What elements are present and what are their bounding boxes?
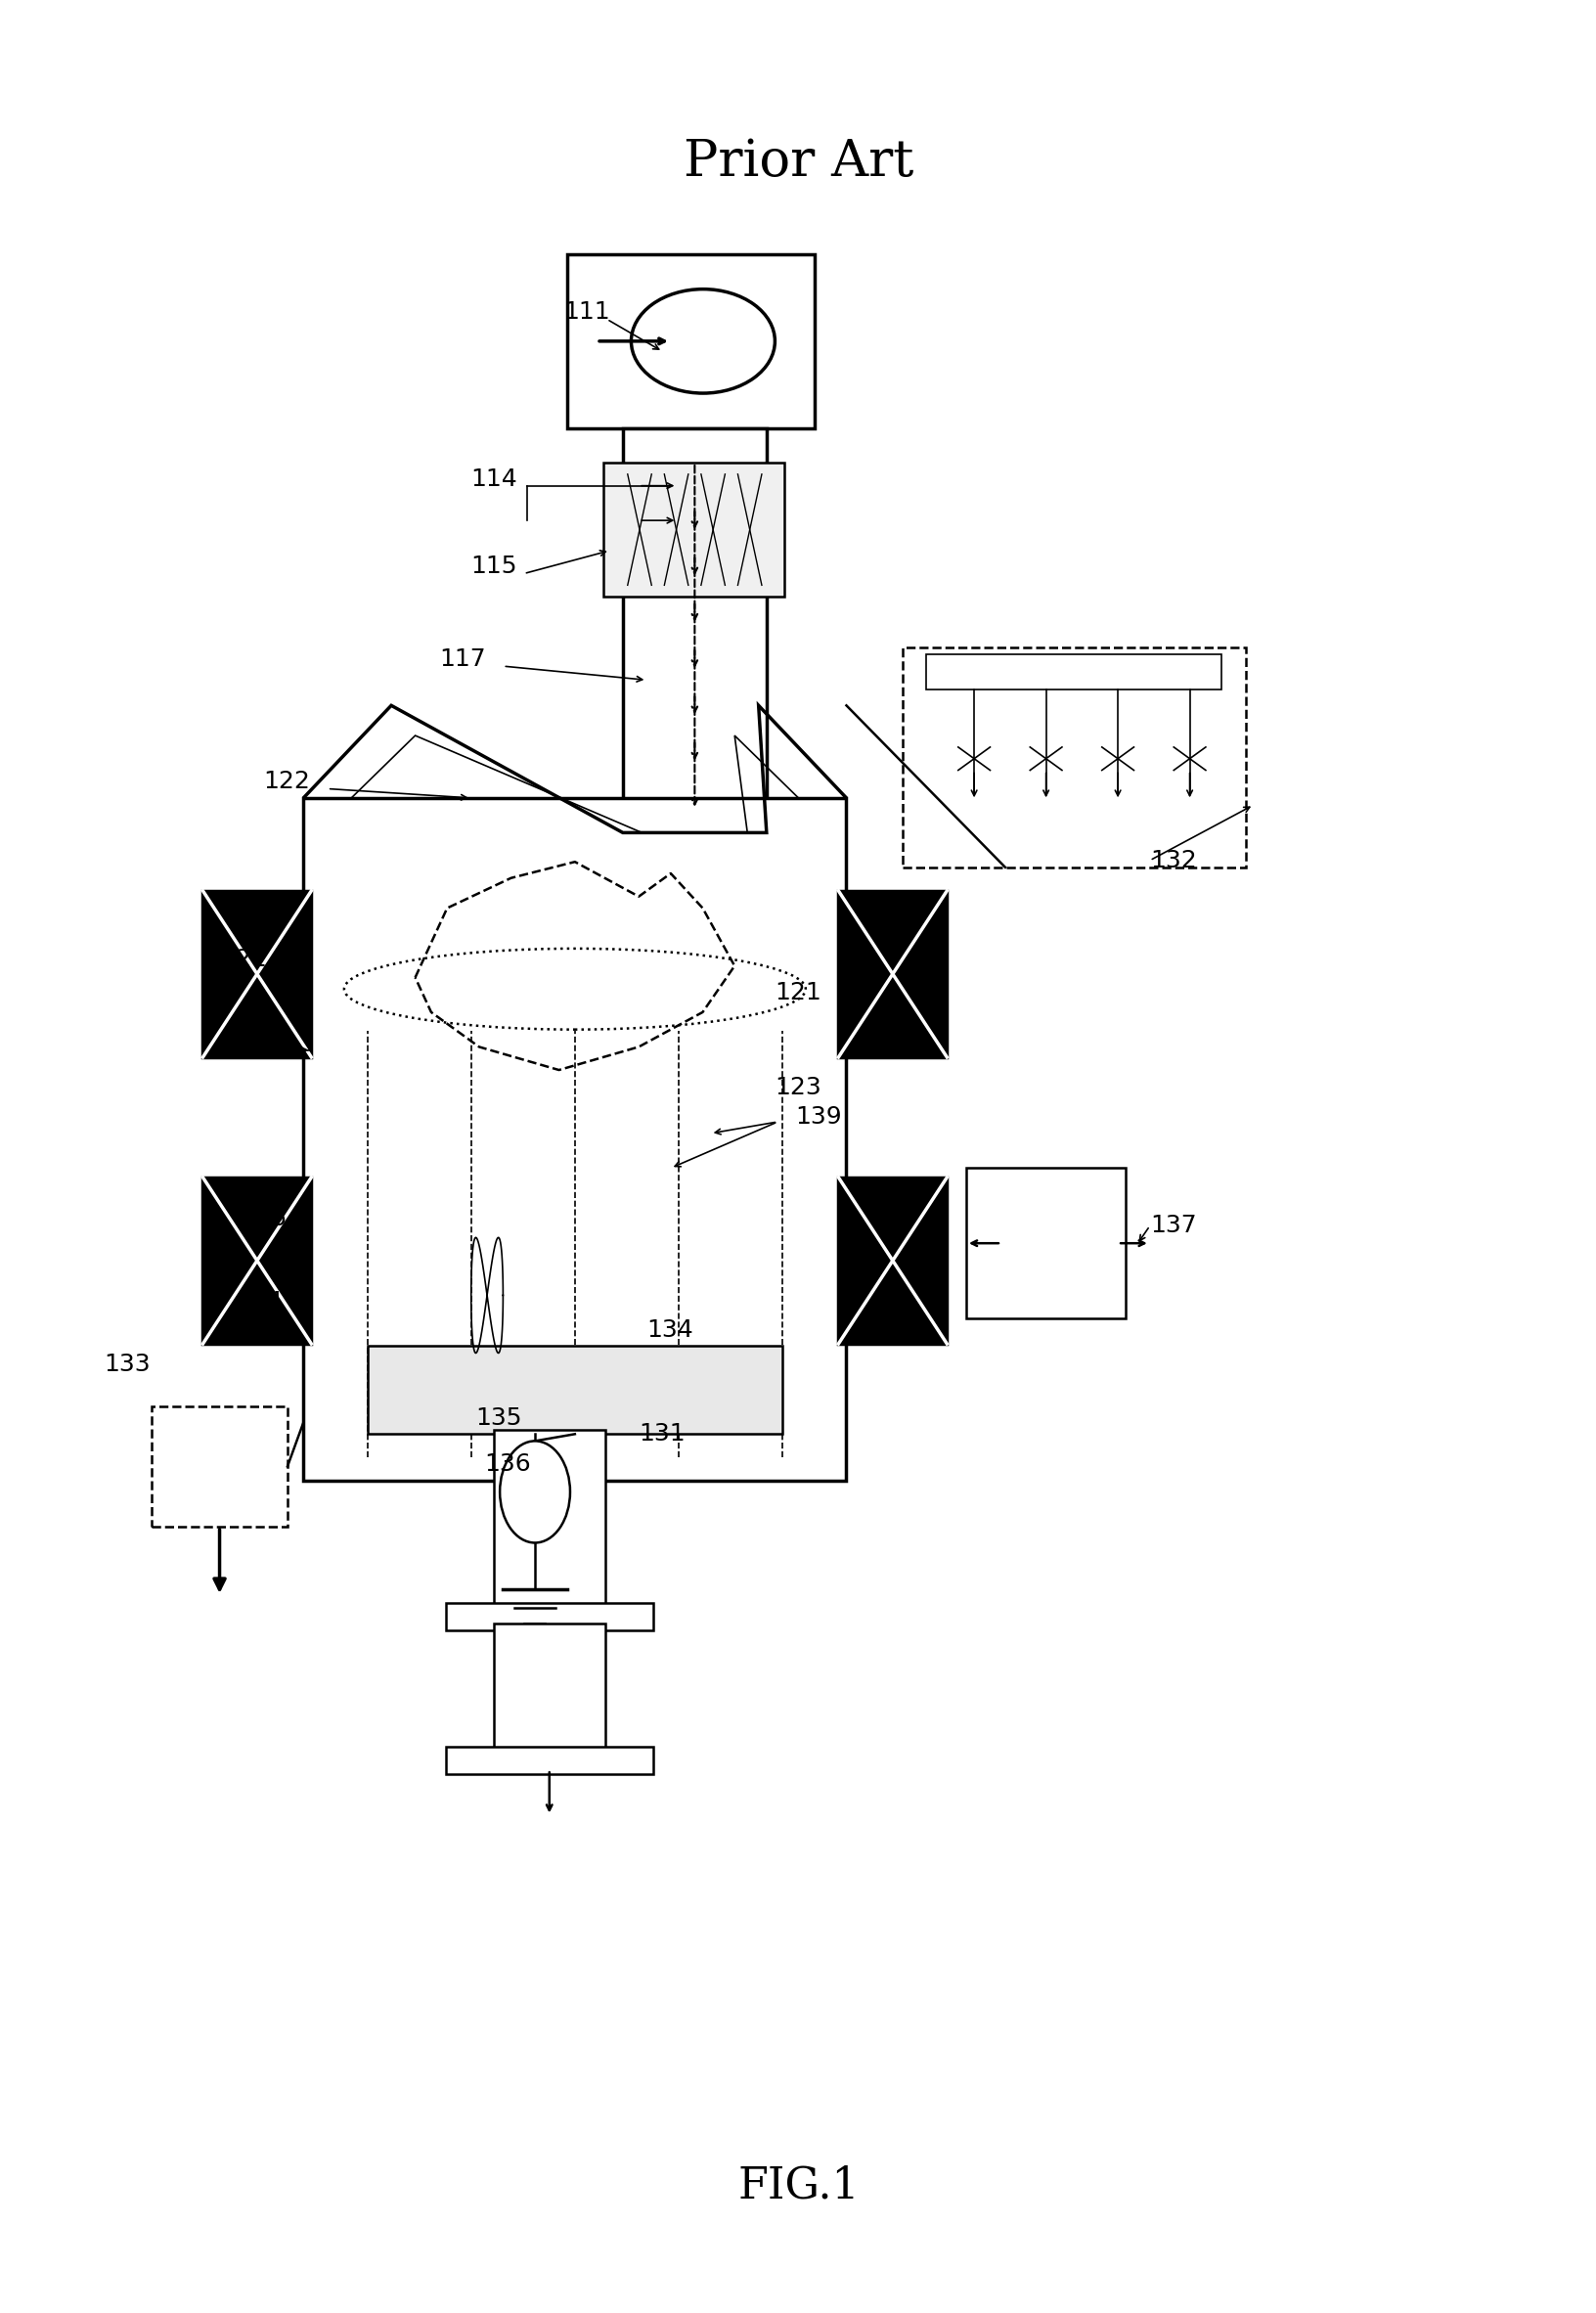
Ellipse shape xyxy=(343,948,804,1029)
Text: 134: 134 xyxy=(646,1318,693,1342)
Bar xyxy=(203,1177,311,1344)
Text: 135: 135 xyxy=(476,1406,522,1429)
Text: 136: 136 xyxy=(484,1453,530,1476)
Text: 121: 121 xyxy=(774,981,820,1004)
Text: 114: 114 xyxy=(471,467,517,490)
Bar xyxy=(367,1346,782,1434)
Text: 122: 122 xyxy=(263,770,310,793)
Bar xyxy=(622,428,766,833)
Text: 115: 115 xyxy=(471,555,517,578)
Text: 132: 132 xyxy=(1149,849,1195,872)
Bar xyxy=(152,1406,287,1527)
Bar xyxy=(203,891,311,1057)
Bar xyxy=(966,1168,1125,1318)
Bar xyxy=(493,1624,605,1758)
Bar xyxy=(603,463,784,597)
Text: 123: 123 xyxy=(220,1034,267,1057)
Circle shape xyxy=(500,1441,570,1543)
Text: FIG.1: FIG.1 xyxy=(737,2165,859,2207)
Text: 123: 123 xyxy=(774,1076,820,1099)
Text: 121: 121 xyxy=(220,948,267,971)
Ellipse shape xyxy=(630,289,774,393)
Text: 131: 131 xyxy=(638,1422,685,1446)
Bar xyxy=(838,891,946,1057)
Text: 139: 139 xyxy=(795,1106,841,1129)
Bar xyxy=(926,655,1221,689)
Bar xyxy=(445,1603,653,1631)
Text: 124: 124 xyxy=(236,1291,282,1314)
Text: 133: 133 xyxy=(104,1353,150,1376)
Bar xyxy=(838,1177,946,1344)
Bar xyxy=(445,1746,653,1774)
Bar xyxy=(567,254,814,428)
Text: 111: 111 xyxy=(563,301,610,324)
Text: 137: 137 xyxy=(1149,1214,1195,1237)
Text: 125: 125 xyxy=(263,1249,310,1272)
Text: 126: 126 xyxy=(239,1207,286,1231)
Bar xyxy=(493,1429,605,1619)
Text: Prior Art: Prior Art xyxy=(683,136,913,187)
Bar xyxy=(902,648,1245,867)
Text: 117: 117 xyxy=(439,648,485,671)
Bar xyxy=(303,798,846,1480)
